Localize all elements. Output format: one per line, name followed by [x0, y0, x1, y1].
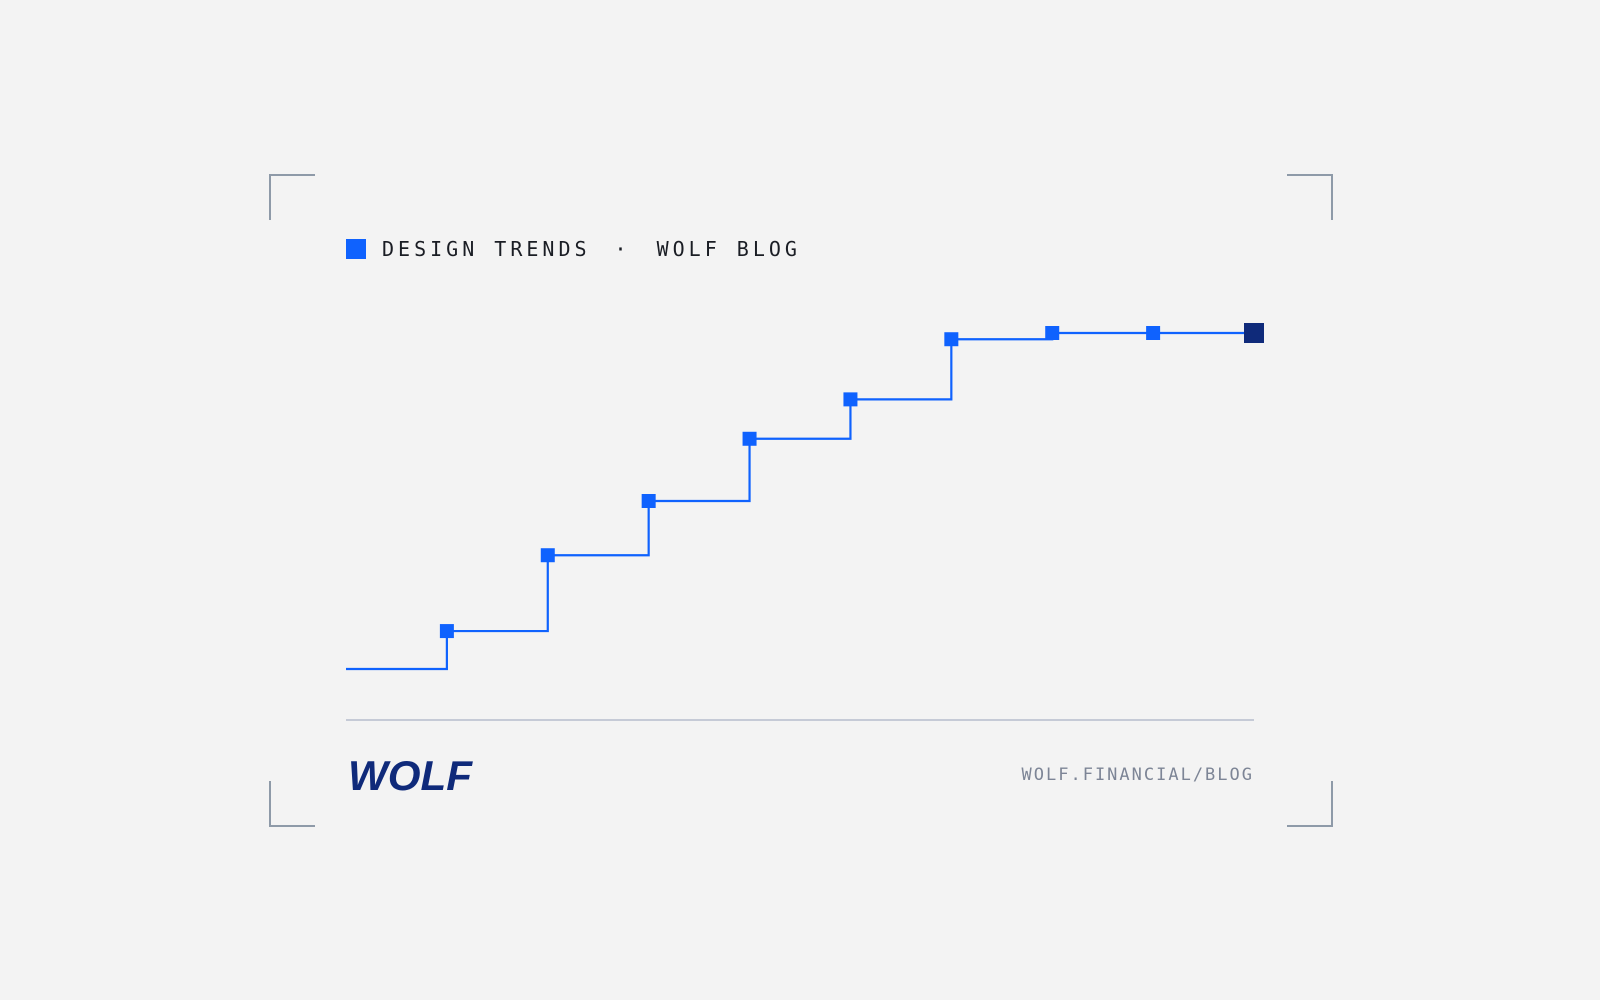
step-marker [1045, 326, 1060, 340]
step-marker [540, 548, 555, 563]
step-marker [843, 392, 858, 407]
frame-corner-bottom-right [1287, 781, 1333, 827]
step-marker-final [1244, 323, 1264, 343]
category-label: DESIGN TRENDS [382, 237, 591, 261]
step-marker [742, 431, 757, 446]
footer-url[interactable]: WOLF.FINANCIAL/BLOG [1021, 765, 1254, 785]
step-marker [439, 624, 454, 639]
frame-corner-top-left [269, 174, 315, 220]
divider [346, 719, 1254, 721]
logo-text: WOLF [348, 757, 473, 793]
header: DESIGN TRENDS · WOLF BLOG [346, 237, 801, 261]
header-separator: · [614, 237, 631, 261]
step-marker [641, 494, 656, 508]
logo-wolf-head-icon [399, 771, 409, 781]
step-marker [944, 332, 959, 347]
frame-corner-bottom-left [269, 781, 315, 827]
wolf-logo: WOLF [348, 757, 473, 793]
blue-square-icon [346, 239, 366, 259]
frame-corner-top-right [1287, 174, 1333, 220]
step-marker [1146, 326, 1161, 340]
blog-label: WOLF BLOG [656, 237, 801, 261]
step-line [346, 331, 1254, 671]
